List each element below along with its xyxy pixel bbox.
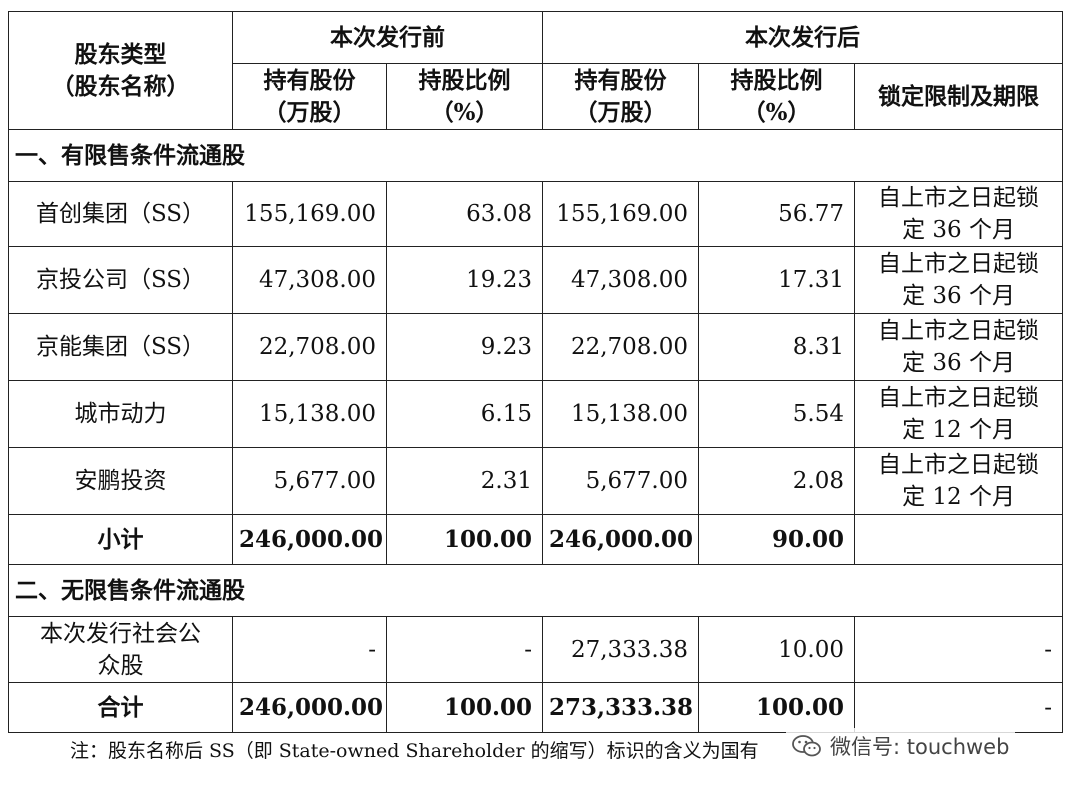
total-ratio-after: 100.00 <box>698 682 855 733</box>
shares-before: 5,677.00 <box>232 447 387 515</box>
header-shareholder-type: 股东类型 （股东名称） <box>8 11 233 130</box>
subtotal-shares-before: 246,000.00 <box>232 514 387 565</box>
watermark-text: 微信号: touchweb <box>830 735 1010 759</box>
total-row: 合计 246,000.00 100.00 273,333.38 100.00 - <box>8 682 1064 733</box>
public-row: 本次发行社会公 众股 - - 27,333.38 10.00 - <box>8 616 1064 683</box>
ratio-before: 63.08 <box>386 181 543 247</box>
header-ratio-before: 持股比例 （%） <box>386 63 543 130</box>
header-ratio-after: 持股比例 （%） <box>698 63 855 130</box>
shares-after: 5,677.00 <box>542 447 699 515</box>
lock-period: 自上市之日起锁 定 36 个月 <box>853 313 1064 381</box>
table-row: 京投公司（SS） 47,308.00 19.23 47,308.00 17.31… <box>8 246 1064 314</box>
watermark: 微信号: touchweb <box>786 728 1016 764</box>
subtotal-lock <box>853 514 1064 565</box>
ratio-before: 6.15 <box>386 380 543 448</box>
lock-period: 自上市之日起锁 定 12 个月 <box>853 447 1064 515</box>
shares-after: 22,708.00 <box>542 313 699 381</box>
public-shares-label: 本次发行社会公 众股 <box>8 616 233 683</box>
header-shares-before: 持有股份 （万股） <box>232 63 387 130</box>
shareholder-name: 京能集团（SS） <box>8 313 233 381</box>
shares-before: 15,138.00 <box>232 380 387 448</box>
total-shares-after: 273,333.38 <box>542 682 699 733</box>
ratio-after: 2.08 <box>698 447 855 515</box>
footnote: 注：股东名称后 SS（即 State-owned Shareholder 的缩写… <box>70 740 759 762</box>
total-lock: - <box>853 682 1064 733</box>
section-unrestricted: 二、无限售条件流通股 <box>7 564 1064 617</box>
ratio-before: 9.23 <box>386 313 543 381</box>
section-restricted: 一、有限售条件流通股 <box>7 129 1064 182</box>
shareholder-name: 城市动力 <box>8 380 233 448</box>
header-shares-after: 持有股份 （万股） <box>542 63 699 130</box>
subtotal-ratio-after: 90.00 <box>698 514 855 565</box>
section-unrestricted-label: 二、无限售条件流通股 <box>7 564 1064 617</box>
shares-after: 15,138.00 <box>542 380 699 448</box>
lock-period: 自上市之日起锁 定 36 个月 <box>853 246 1064 314</box>
ratio-after: 5.54 <box>698 380 855 448</box>
total-shares-before: 246,000.00 <box>232 682 387 733</box>
shares-before: 47,308.00 <box>232 246 387 314</box>
subtotal-shares-after: 246,000.00 <box>542 514 699 565</box>
header-lock-period: 锁定限制及期限 <box>853 63 1064 130</box>
total-label: 合计 <box>8 682 233 733</box>
shares-after: 155,169.00 <box>542 181 699 247</box>
table-row: 安鹏投资 5,677.00 2.31 5,677.00 2.08 自上市之日起锁… <box>8 447 1064 515</box>
public-ratio-before: - <box>386 616 543 683</box>
ratio-before: 2.31 <box>386 447 543 515</box>
header-row-1: 股东类型 （股东名称） 本次发行前 本次发行后 <box>8 11 1064 130</box>
ratio-after: 56.77 <box>698 181 855 247</box>
shares-before: 155,169.00 <box>232 181 387 247</box>
wechat-icon <box>792 735 821 757</box>
header-row-2: 持有股份 （万股） 持股比例 （%） 持有股份 （万股） 持股比例 （%） 锁定… <box>9 63 1064 130</box>
shareholding-table: 股东类型 （股东名称） 本次发行前 本次发行后 持有股份 （万股） 持股比例 （… <box>7 11 1064 733</box>
header-before-issue: 本次发行前 <box>232 11 543 64</box>
section-restricted-label: 一、有限售条件流通股 <box>7 129 1064 182</box>
public-shares-after: 27,333.38 <box>542 616 699 683</box>
public-ratio-after: 10.00 <box>698 616 855 683</box>
shareholder-name: 首创集团（SS） <box>8 181 233 247</box>
lock-period: 自上市之日起锁 定 36 个月 <box>853 181 1064 247</box>
subtotal-label: 小计 <box>8 514 233 565</box>
subtotal-row: 小计 246,000.00 100.00 246,000.00 90.00 <box>8 514 1064 565</box>
table-row: 城市动力 15,138.00 6.15 15,138.00 5.54 自上市之日… <box>8 380 1064 448</box>
shares-before: 22,708.00 <box>232 313 387 381</box>
ratio-after: 8.31 <box>698 313 855 381</box>
table-row: 首创集团（SS） 155,169.00 63.08 155,169.00 56.… <box>8 181 1064 247</box>
ratio-after: 17.31 <box>698 246 855 314</box>
ratio-before: 19.23 <box>386 246 543 314</box>
public-lock: - <box>853 616 1064 683</box>
subtotal-ratio-before: 100.00 <box>386 514 543 565</box>
shares-after: 47,308.00 <box>542 246 699 314</box>
shareholder-name: 安鹏投资 <box>8 447 233 515</box>
lock-period: 自上市之日起锁 定 12 个月 <box>853 380 1064 448</box>
table-row: 京能集团（SS） 22,708.00 9.23 22,708.00 8.31 自… <box>8 313 1064 381</box>
header-after-issue: 本次发行后 <box>541 11 1064 64</box>
shareholder-name: 京投公司（SS） <box>8 246 233 314</box>
public-shares-before: - <box>232 616 387 683</box>
total-ratio-before: 100.00 <box>386 682 543 733</box>
